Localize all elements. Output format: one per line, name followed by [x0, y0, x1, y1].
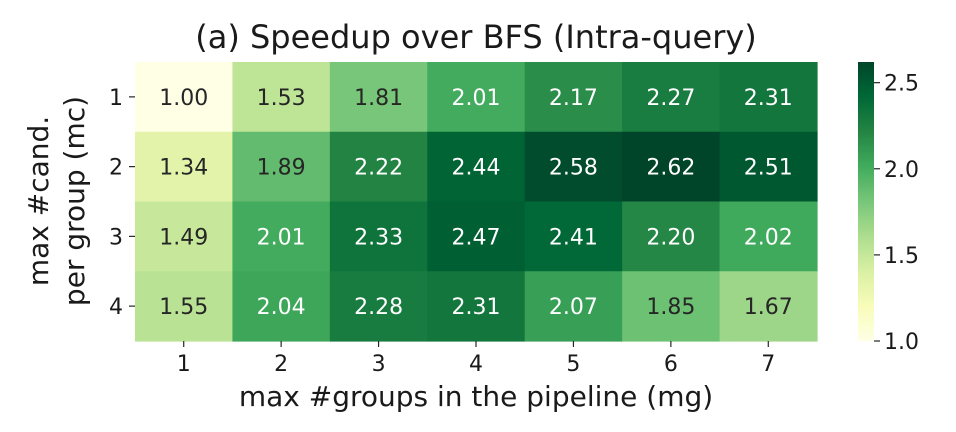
colorbar-tick-label: 2.0 [884, 158, 919, 183]
y-axis-label: max #cand. per group (mc) [22, 96, 91, 306]
x-tick-label: 7 [761, 352, 775, 377]
cell-value-label: 2.01 [452, 86, 501, 111]
cell-value-label: 2.41 [549, 225, 598, 250]
cell-value-label: 1.85 [646, 295, 695, 320]
x-tick-labels: 1 2 3 4 5 6 7 [177, 341, 775, 377]
heatmap-cell-r4-c7 [719, 271, 818, 342]
cell-value-label: 2.31 [744, 86, 793, 111]
heatmap-cell-r1-c1 [135, 62, 234, 133]
cell-value-label: 2.20 [646, 225, 695, 250]
cell-value-label: 1.49 [159, 225, 208, 250]
heatmap-cell-r1-c4 [427, 62, 526, 133]
x-tick-label: 6 [664, 352, 678, 377]
heatmap-cell-r3-c7 [719, 201, 818, 272]
cell-value-label: 2.47 [452, 225, 501, 250]
x-tick-label: 3 [372, 352, 386, 377]
cell-value-label: 1.89 [257, 156, 306, 181]
heatmap-cell-r2-c3 [329, 131, 428, 203]
cell-value-label: 2.04 [257, 295, 306, 320]
cell-value-label: 2.51 [744, 156, 793, 181]
cell-value-label: 1.53 [257, 86, 306, 111]
cell-value-label: 2.31 [452, 295, 501, 320]
colorbar-ticks: 1.0 1.5 2.0 2.5 [874, 72, 919, 355]
cell-value-label: 2.33 [354, 225, 403, 250]
heatmap-cell-r4-c1 [135, 271, 234, 342]
y-tick-label: 4 [109, 295, 123, 320]
cell-value-label: 2.17 [549, 86, 598, 111]
colorbar-tick-label: 1.5 [884, 244, 919, 269]
heatmap-cell-r1-c6 [622, 62, 721, 133]
x-axis-label: max #groups in the pipeline (mg) [239, 380, 713, 413]
heatmap-cells: 1.00 1.53 1.81 2.01 2.17 2.27 2.31 1.34 1.89 2.22… [135, 62, 818, 342]
x-tick-label: 4 [469, 352, 483, 377]
heatmap-cell-r4-c4 [427, 271, 526, 342]
cell-value-label: 2.01 [257, 225, 306, 250]
heatmap-cell-r2-c6 [622, 131, 721, 203]
heatmap-cell-r2-c4 [427, 131, 526, 203]
heatmap-cell-r3-c3 [329, 201, 428, 272]
y-tick-label: 3 [109, 225, 123, 250]
y-tick-label: 1 [109, 86, 123, 111]
y-axis-label-line-2: per group (mc) [58, 96, 91, 306]
chart-title: (a) Speedup over BFS (Intra-query) [195, 18, 757, 56]
cell-value-label: 2.44 [452, 156, 501, 181]
heatmap-cell-r4-c5 [524, 271, 623, 342]
heatmap-cell-r2-c7 [719, 131, 818, 203]
cell-value-label: 2.02 [744, 225, 793, 250]
heatmap-cell-r3-c1 [135, 201, 234, 272]
y-axis-label-line-1: max #cand. [22, 116, 55, 286]
cell-value-label: 1.00 [159, 86, 208, 111]
cell-value-label: 2.27 [646, 86, 695, 111]
heatmap-cell-r3-c2 [232, 201, 331, 272]
x-tick-label: 5 [566, 352, 580, 377]
heatmap-cell-r4-c2 [232, 271, 331, 342]
cell-value-label: 2.22 [354, 156, 403, 181]
y-tick-label: 2 [109, 156, 123, 181]
colorbar-tick-label: 1.0 [884, 330, 919, 355]
heatmap-cell-r1-c7 [719, 62, 818, 133]
heatmap-cell-r2-c1 [135, 131, 234, 203]
heatmap-cell-r3-c5 [524, 201, 623, 272]
heatmap-cell-r2-c5 [524, 131, 623, 203]
heatmap-cell-r1-c2 [232, 62, 331, 133]
cell-value-label: 2.58 [549, 156, 598, 181]
heatmap-cell-r4-c6 [622, 271, 721, 342]
cell-value-label: 2.28 [354, 295, 403, 320]
x-tick-label: 2 [274, 352, 288, 377]
heatmap-cell-r1-c5 [524, 62, 623, 133]
y-tick-labels: 1 2 3 4 [109, 86, 135, 320]
colorbar-tick-label: 2.5 [884, 72, 919, 97]
cell-value-label: 2.62 [646, 156, 695, 181]
x-tick-label: 1 [177, 352, 191, 377]
cell-value-label: 1.55 [159, 295, 208, 320]
cell-value-label: 2.07 [549, 295, 598, 320]
cell-value-label: 1.34 [159, 156, 208, 181]
cell-value-label: 1.67 [744, 295, 793, 320]
heatmap-cell-r2-c2 [232, 131, 331, 203]
heatmap-cell-r1-c3 [329, 62, 428, 133]
colorbar [858, 62, 874, 341]
heatmap-cell-r4-c3 [329, 271, 428, 342]
cell-value-label: 1.81 [354, 86, 403, 111]
heatmap-cell-r3-c4 [427, 201, 526, 272]
heatmap-cell-r3-c6 [622, 201, 721, 272]
